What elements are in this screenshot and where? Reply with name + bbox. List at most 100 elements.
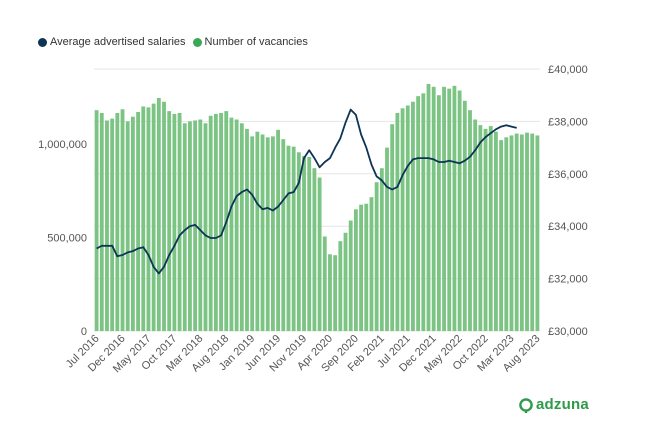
vacancy-bar: [385, 147, 389, 331]
vacancy-bar: [364, 203, 369, 331]
vacancy-bar: [296, 152, 301, 331]
left-axis-tick-label: 500,000: [47, 232, 87, 244]
vacancy-bar: [167, 111, 172, 331]
vacancy-bar: [447, 88, 452, 332]
vacancy-bar: [514, 133, 519, 331]
vacancy-bar: [136, 112, 141, 332]
right-axis-tick-label: £32,000: [548, 274, 588, 286]
vacancy-bar: [348, 220, 353, 331]
vacancy-bar: [182, 123, 187, 332]
vacancy-bar: [431, 86, 436, 332]
vacancy-bar: [504, 137, 509, 331]
vacancy-bar: [473, 119, 478, 332]
vacancy-bar: [115, 112, 120, 331]
vacancy-bar: [483, 128, 488, 331]
vacancy-bar: [250, 136, 255, 331]
vacancy-bar: [270, 136, 275, 331]
vacancy-bar: [213, 113, 218, 332]
vacancy-bar: [255, 131, 260, 331]
left-axis-tick-label: 0: [81, 326, 87, 338]
vacancy-bar: [416, 96, 421, 331]
vacancy-bar: [302, 156, 306, 331]
vacancy-bar: [317, 177, 322, 331]
right-axis-tick-label: £40,000: [548, 64, 588, 76]
vacancy-bar: [462, 100, 467, 331]
vacancy-bar: [478, 125, 483, 332]
vacancy-bar: [411, 101, 415, 331]
legend-item-vacancies[interactable]: Number of vacancies: [192, 36, 308, 48]
vacancy-bar: [322, 236, 327, 331]
legend-label-vacancies: Number of vacancies: [204, 36, 308, 48]
vacancy-bar: [208, 115, 213, 332]
right-axis-tick-label: £30,000: [548, 326, 588, 338]
vacancy-bar: [229, 117, 234, 332]
vacancy-bar: [436, 95, 441, 331]
vacancy-bar: [312, 168, 317, 331]
vacancy-bar: [234, 119, 239, 332]
vacancy-bar: [307, 156, 312, 331]
salary-line: [96, 108, 517, 275]
vacancy-bar: [457, 90, 462, 332]
chart-legend: Average advertised salaries Number of va…: [38, 36, 315, 48]
vacancy-bar: [276, 129, 281, 331]
vacancy-bar: [281, 139, 286, 331]
vacancy-bar: [390, 124, 395, 331]
vacancy-bar: [94, 110, 99, 332]
vacancy-bar: [374, 182, 379, 331]
vacancy-bar: [125, 121, 130, 332]
vacancy-bar: [177, 112, 182, 331]
vacancy-bar: [379, 168, 384, 331]
right-axis-tick-label: £38,000: [548, 116, 588, 128]
vacancy-bar: [120, 109, 125, 331]
vacancy-bar: [525, 132, 529, 331]
vacancy-bar: [130, 116, 135, 331]
vacancy-bar: [442, 86, 446, 332]
vacancy-bar: [141, 106, 146, 331]
vacancy-bar: [245, 128, 249, 331]
vacancy-bar: [203, 123, 208, 332]
vacancy-bar: [452, 85, 457, 331]
adzuna-logo-text: adzuna: [536, 396, 589, 413]
vacancy-bar: [239, 123, 244, 332]
legend-swatch-vacancies: [192, 37, 202, 47]
vacancy-bar: [198, 119, 203, 332]
vacancy-bar: [535, 135, 540, 331]
vacancy-bar: [405, 105, 410, 331]
vacancy-bar: [400, 108, 405, 331]
vacancy-bar: [333, 255, 338, 331]
vacancy-bar: [172, 113, 177, 332]
vacancy-bar: [343, 232, 348, 331]
vacancy-bar: [162, 101, 166, 331]
left-axis-tick-label: 1,000,000: [38, 139, 87, 151]
right-axis-tick-label: £36,000: [548, 169, 588, 181]
legend-swatch-salaries: [38, 37, 47, 47]
vacancy-bar: [291, 146, 296, 331]
vacancy-bar: [426, 83, 431, 331]
vacancy-bar: [530, 133, 535, 331]
vacancy-bar: [509, 135, 514, 331]
vacancy-bar: [369, 197, 374, 331]
vacancy-bar: [488, 126, 493, 331]
vacancy-bar: [468, 110, 472, 332]
vacancy-bar: [219, 112, 223, 331]
vacancy-bar: [353, 209, 358, 331]
vacancy-bar: [286, 145, 291, 331]
vacancy-bar: [265, 137, 270, 331]
vacancy-bar: [99, 112, 104, 331]
legend-label-salaries: Average advertised salaries: [50, 36, 186, 48]
right-axis-tick-label: £34,000: [548, 221, 588, 233]
vacancy-bar: [421, 93, 426, 331]
vacancy-bar: [110, 118, 115, 331]
vacancy-bar: [151, 103, 156, 331]
vacancy-bar: [105, 120, 109, 331]
vacancy-bar: [156, 98, 161, 331]
vacancy-bar: [493, 131, 498, 331]
vacancy-bar: [328, 254, 332, 331]
vacancy-bar: [338, 241, 343, 331]
adzuna-logo-icon: [519, 397, 533, 413]
legend-item-salaries[interactable]: Average advertised salaries: [38, 36, 186, 48]
vacancy-bar: [146, 107, 151, 331]
adzuna-logo: adzuna: [518, 396, 589, 413]
